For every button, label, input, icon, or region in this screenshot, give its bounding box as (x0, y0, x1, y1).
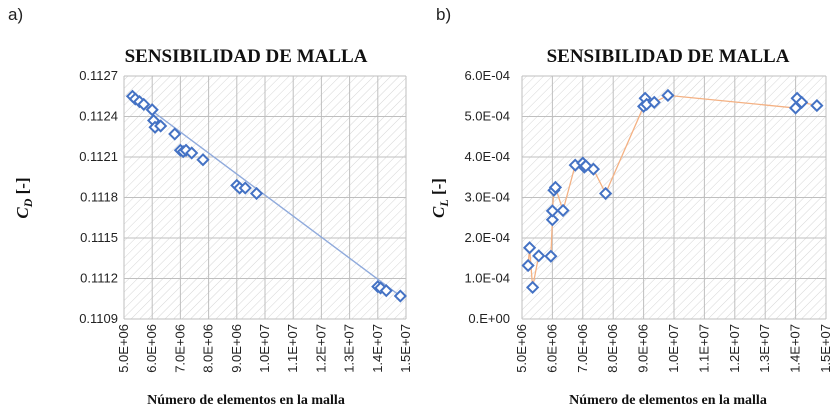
data-point (532, 249, 546, 263)
x-tick-label: 1.3E+07 (342, 324, 357, 373)
chart-title: SENSIBILIDAD DE MALLA (547, 46, 790, 67)
data-point (185, 146, 199, 160)
data-point (795, 95, 809, 109)
x-tick-label: 1.1E+07 (696, 324, 711, 373)
data-point (249, 186, 264, 201)
x-tick-label: 7.0E+06 (172, 324, 187, 373)
y-tick-label: 0.1127 (79, 68, 118, 83)
y-tick-label: 2.0E-04 (464, 230, 510, 245)
x-tick-label: 5.0E+06 (514, 324, 529, 373)
x-tick-label: 1.4E+07 (788, 324, 803, 373)
data-point (598, 186, 613, 201)
x-tick-label: 1.0E+07 (666, 324, 681, 373)
y-tick-label: 0.E+00 (468, 311, 510, 326)
data-point (238, 181, 252, 195)
x-tick-label: 6.0E+06 (144, 324, 159, 373)
y-tick-label: 3.0E-04 (464, 190, 510, 205)
data-point (526, 280, 540, 295)
data-point (521, 258, 535, 273)
y-tick-label: 5.0E-04 (464, 109, 510, 124)
data-point (145, 103, 159, 117)
chart-title: SENSIBILIDAD DE MALLA (125, 46, 368, 67)
x-axis-label: Número de elementos en la malla (569, 393, 767, 408)
panel-label: b) (436, 5, 451, 24)
y-tick-label: 6.0E-04 (464, 68, 510, 83)
x-tick-label: 6.0E+06 (544, 324, 559, 373)
y-tick-label: 0.1118 (80, 190, 118, 205)
data-point (548, 180, 563, 194)
data-point (586, 162, 601, 176)
x-tick-label: 1.1E+07 (285, 324, 300, 373)
data-point (545, 204, 560, 218)
y-tick-label: 0.1112 (80, 271, 118, 286)
x-tick-label: 1.4E+07 (370, 324, 385, 373)
y-axis-label: CL [-] (429, 178, 451, 218)
x-axis-label: Número de elementos en la malla (147, 393, 345, 408)
data-point (647, 95, 661, 109)
data-point (137, 97, 151, 111)
x-tick-label: 1.0E+07 (257, 324, 272, 373)
trendline (132, 95, 401, 297)
x-tick-label: 1.2E+07 (727, 324, 742, 373)
y-axis-label: CD [-] (13, 177, 35, 218)
chart-b: b) SENSIBILIDAD DE MALLA 0.E+00 1.0E-04 2.0E… (429, 5, 833, 408)
y-tick-label: 0.1115 (80, 230, 118, 245)
data-point (379, 284, 393, 298)
y-tick-label: 0.1124 (79, 109, 118, 124)
data-point (168, 127, 182, 141)
data-point (661, 88, 675, 103)
x-tick-label: 1.5E+07 (398, 324, 413, 373)
x-tick-label: 8.0E+06 (201, 324, 216, 373)
y-tick-label: 0.1109 (79, 311, 118, 326)
data-point (196, 153, 210, 167)
data-point (810, 98, 824, 113)
x-tick-label: 1.3E+07 (757, 324, 772, 373)
y-tick-label: 0.1121 (79, 149, 118, 164)
data-point (556, 203, 570, 218)
y-tick-label: 4.0E-04 (464, 149, 510, 164)
x-tick-label: 8.0E+06 (605, 324, 620, 373)
data-point (154, 119, 168, 133)
data-point (544, 249, 558, 263)
x-tick-label: 9.0E+06 (636, 324, 651, 373)
x-tick-label: 9.0E+06 (229, 324, 244, 373)
panel-label: a) (8, 5, 23, 24)
x-tick-label: 5.0E+06 (116, 324, 131, 373)
chart-a: a) SENSIBILIDAD DE MALLA 0.1109 0.1112 0.111… (8, 5, 413, 408)
x-tick-label: 7.0E+06 (575, 324, 590, 373)
x-tick-label: 1.5E+07 (818, 324, 833, 373)
data-point (393, 289, 407, 303)
data-point (545, 213, 560, 227)
x-tick-label: 1.2E+07 (313, 324, 328, 373)
y-tick-label: 1.0E-04 (464, 271, 510, 286)
data-point (522, 241, 537, 255)
